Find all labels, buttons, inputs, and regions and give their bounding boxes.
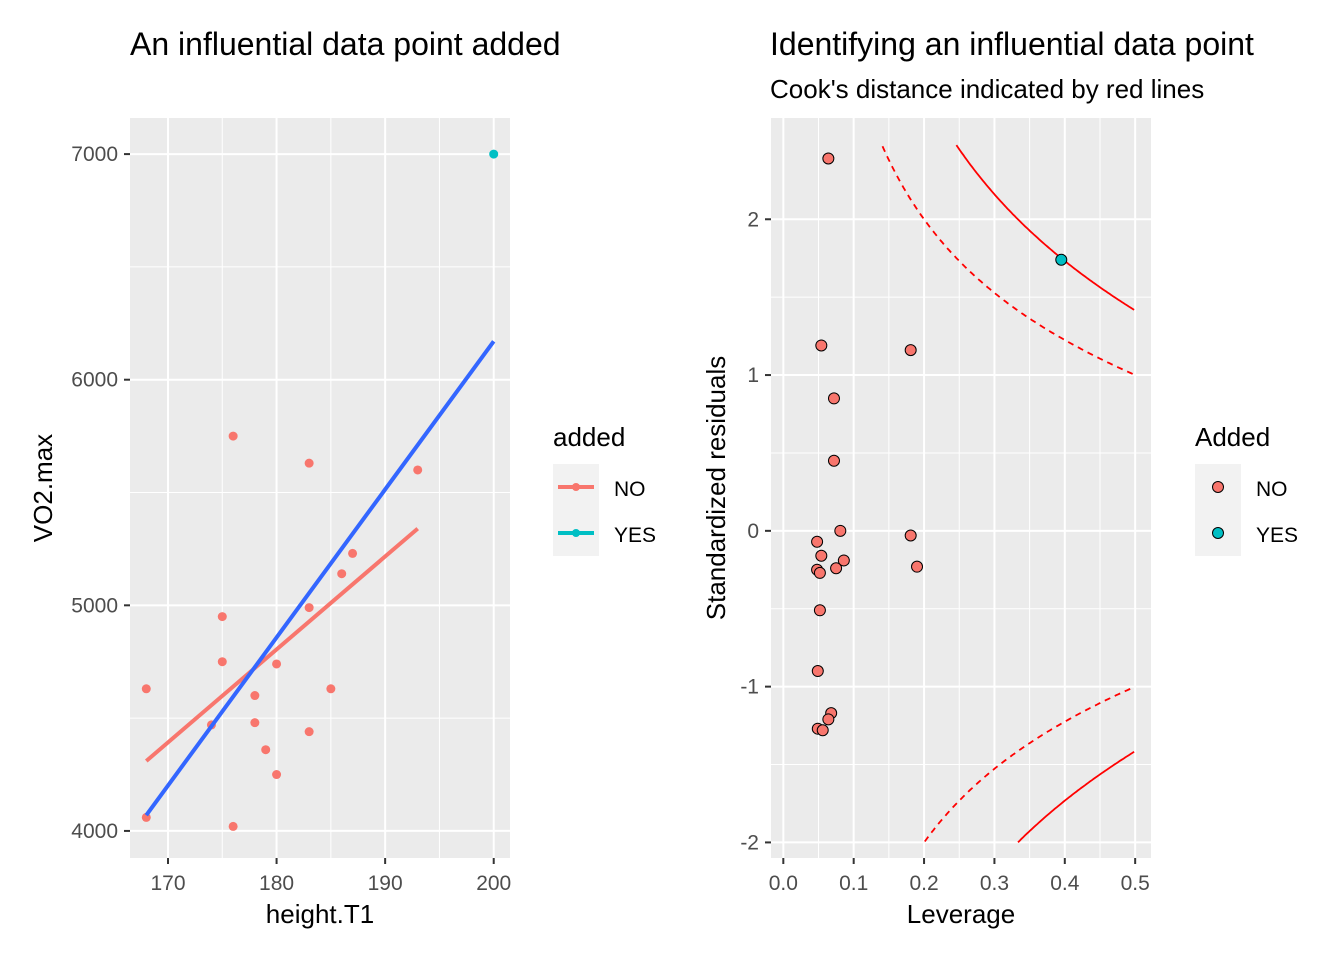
data-point-no bbox=[326, 684, 336, 694]
data-point-no bbox=[337, 569, 347, 579]
right-legend-title: Added bbox=[1195, 422, 1270, 452]
x-tick-label: 0.5 bbox=[1121, 872, 1150, 895]
left-x-axis-title: height.T1 bbox=[266, 899, 374, 929]
right-x-axis-title: Leverage bbox=[907, 899, 1015, 929]
data-point-no bbox=[228, 431, 238, 441]
left-y-axis-title: VO2.max bbox=[28, 434, 58, 542]
data-point-no bbox=[815, 549, 828, 562]
x-tick-label: 0.4 bbox=[1050, 872, 1080, 895]
right-data-marks bbox=[811, 152, 1068, 737]
right-chart-subtitle: Cook's distance indicated by red lines bbox=[770, 74, 1204, 104]
right-gridlines bbox=[771, 118, 1151, 858]
data-point-no bbox=[250, 718, 260, 728]
left-legend-title: added bbox=[553, 422, 625, 452]
regression-line-no bbox=[144, 527, 420, 763]
y-tick-label: 0 bbox=[747, 520, 759, 543]
data-point-no bbox=[261, 745, 271, 755]
data-point-no bbox=[830, 562, 843, 575]
y-tick-label: 5000 bbox=[71, 594, 118, 617]
data-point-no bbox=[272, 659, 282, 669]
right-legend: Added NO YES bbox=[1195, 422, 1298, 556]
data-point-no bbox=[304, 458, 314, 468]
data-point-no bbox=[250, 691, 260, 701]
x-tick-label: 0.1 bbox=[839, 872, 868, 895]
data-point-no bbox=[837, 554, 850, 567]
data-point-no bbox=[822, 713, 835, 726]
left-y-ticks: 4000 5000 6000 7000 bbox=[71, 143, 130, 843]
x-tick-label: 190 bbox=[368, 872, 403, 895]
right-plot-background bbox=[771, 118, 1151, 858]
cooks-distance-line-1-upper bbox=[955, 144, 1135, 311]
data-point-yes bbox=[489, 149, 499, 159]
left-legend-label-no: NO bbox=[614, 478, 646, 501]
data-point-no bbox=[827, 454, 840, 467]
x-tick-label: 0.2 bbox=[909, 872, 938, 895]
data-point-no bbox=[834, 524, 847, 537]
y-tick-label: 6000 bbox=[71, 369, 118, 392]
right-chart-title: Identifying an influential data point bbox=[770, 26, 1254, 62]
regression-line-all bbox=[144, 340, 496, 817]
data-point-no bbox=[217, 657, 227, 667]
data-point-no bbox=[816, 724, 829, 737]
y-tick-label: -1 bbox=[740, 676, 759, 699]
data-point-no bbox=[911, 560, 924, 573]
x-tick-label: 0.3 bbox=[980, 872, 1009, 895]
cooks-distance-line-0.5-upper bbox=[881, 145, 1135, 376]
right-legend-label-no: NO bbox=[1256, 478, 1288, 501]
cooks-distance-line-1-lower bbox=[1017, 751, 1135, 843]
left-legend-label-yes: YES bbox=[614, 524, 656, 547]
left-legend-dot-yes bbox=[572, 529, 580, 537]
right-x-ticks: 0.0 0.1 0.2 0.3 0.4 0.5 bbox=[769, 858, 1150, 895]
data-point-no bbox=[272, 770, 282, 780]
x-tick-label: 180 bbox=[259, 872, 294, 895]
cooks-distance-lines bbox=[881, 144, 1135, 843]
right-legend-dot-no bbox=[1212, 481, 1224, 493]
y-tick-label: 2 bbox=[747, 208, 759, 231]
data-point-no bbox=[228, 821, 238, 831]
data-point-no bbox=[813, 604, 826, 617]
data-point-no bbox=[811, 665, 824, 678]
x-tick-label: 170 bbox=[150, 872, 185, 895]
data-point-no bbox=[141, 684, 151, 694]
data-point-no bbox=[813, 566, 826, 579]
left-legend: added NO YES bbox=[553, 422, 656, 556]
data-point-no bbox=[827, 392, 840, 405]
x-tick-label: 200 bbox=[476, 872, 511, 895]
right-legend-dot-yes bbox=[1212, 527, 1224, 539]
left-chart-title: An influential data point added bbox=[130, 26, 561, 62]
data-point-no bbox=[904, 529, 917, 542]
y-tick-label: 7000 bbox=[71, 143, 118, 166]
data-point-no bbox=[217, 612, 227, 622]
data-point-yes bbox=[1055, 253, 1068, 266]
y-tick-label: 1 bbox=[747, 364, 759, 387]
left-x-ticks: 170 180 190 200 bbox=[150, 858, 511, 895]
cooks-distance-line-0.5-lower bbox=[924, 686, 1135, 843]
data-point-no bbox=[822, 152, 835, 165]
y-tick-label: -2 bbox=[740, 831, 759, 854]
left-plot-background bbox=[130, 118, 510, 858]
right-y-ticks: -2 -1 0 1 2 bbox=[740, 208, 771, 854]
data-point-no bbox=[304, 603, 314, 613]
data-point-no bbox=[904, 344, 917, 357]
data-point-no bbox=[413, 465, 423, 475]
data-point-no bbox=[348, 548, 358, 558]
left-data-marks bbox=[141, 149, 499, 831]
data-point-no bbox=[815, 339, 828, 352]
data-point-no bbox=[304, 727, 314, 737]
left-chart: An influential data point added 170 180 19… bbox=[28, 26, 656, 929]
left-legend-dot-no bbox=[572, 483, 580, 491]
right-chart: Identifying an influential data point Co… bbox=[701, 26, 1298, 929]
y-tick-label: 4000 bbox=[71, 820, 118, 843]
right-y-axis-title: Standardized residuals bbox=[701, 356, 731, 621]
x-tick-label: 0.0 bbox=[769, 872, 798, 895]
right-legend-label-yes: YES bbox=[1256, 524, 1298, 547]
data-point-no bbox=[811, 535, 824, 548]
